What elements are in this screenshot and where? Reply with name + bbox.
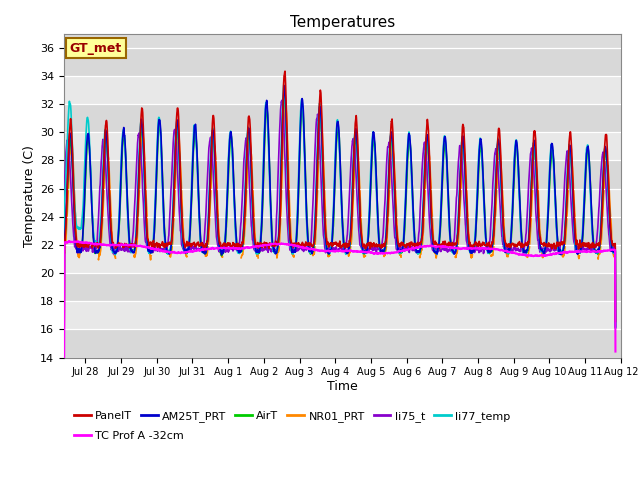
li77_temp (601, 145, 609, 151)
TC Prof A -32cm (124, 242, 131, 248)
AM25T_PRT (123, 185, 131, 191)
Bar (64, 273, 621, 301)
Text: GT_met: GT_met (70, 42, 122, 55)
AM25T_PRT (612, 324, 620, 330)
AirT (296, 161, 303, 167)
Title: Temperatures: Temperatures (290, 15, 395, 30)
Legend: TC Prof A -32cm: TC Prof A -32cm (70, 426, 188, 445)
AirT (281, 92, 289, 98)
PanelT (541, 241, 549, 247)
li75_t (601, 163, 609, 169)
Line: AM25T_PRT: AM25T_PRT (64, 86, 616, 400)
PanelT (156, 244, 163, 250)
TC Prof A -32cm (541, 252, 549, 258)
AirT (612, 325, 620, 331)
Bar (64, 329, 621, 358)
li77_temp (123, 194, 131, 200)
AirT (601, 155, 609, 160)
PanelT (612, 319, 620, 324)
li75_t (156, 247, 163, 253)
Bar (64, 48, 621, 76)
PanelT (601, 142, 609, 147)
Line: TC Prof A -32cm: TC Prof A -32cm (64, 241, 616, 398)
AM25T_PRT (601, 145, 609, 151)
li75_t (60, 371, 68, 377)
TC Prof A -32cm (612, 348, 620, 354)
li77_temp (60, 376, 68, 382)
li77_temp (541, 244, 549, 250)
Bar (64, 189, 621, 217)
X-axis label: Time: Time (327, 380, 358, 393)
AM25T_PRT (541, 245, 549, 251)
li77_temp (296, 140, 303, 145)
PanelT (60, 396, 68, 402)
AM25T_PRT (271, 251, 279, 257)
TC Prof A -32cm (60, 396, 68, 401)
AirT (60, 399, 68, 405)
Line: NR01_PRT: NR01_PRT (64, 103, 615, 404)
Bar (64, 132, 621, 160)
li75_t (271, 238, 279, 243)
Bar (64, 104, 621, 132)
Line: li77_temp: li77_temp (64, 85, 616, 379)
Bar (64, 245, 621, 273)
AirT (123, 183, 131, 189)
TC Prof A -32cm (156, 248, 164, 253)
AM25T_PRT (296, 149, 303, 155)
AM25T_PRT (280, 83, 288, 89)
AirT (156, 121, 163, 127)
AM25T_PRT (60, 397, 68, 403)
Line: AirT: AirT (64, 95, 616, 402)
li75_t (123, 247, 131, 252)
Bar (64, 301, 621, 329)
li75_t (612, 324, 620, 330)
Bar (64, 217, 621, 245)
li75_t (278, 97, 285, 103)
Line: li75_t: li75_t (64, 100, 616, 374)
AM25T_PRT (156, 118, 163, 123)
TC Prof A -32cm (272, 241, 280, 247)
TC Prof A -32cm (296, 244, 303, 250)
NR01_PRT (60, 401, 68, 407)
li77_temp (271, 249, 279, 255)
Line: PanelT: PanelT (64, 71, 616, 399)
PanelT (281, 68, 289, 74)
TC Prof A -32cm (65, 239, 73, 244)
li77_temp (156, 118, 163, 124)
NR01_PRT (601, 173, 609, 179)
AirT (271, 250, 279, 255)
li77_temp (280, 82, 287, 88)
Bar (64, 160, 621, 189)
li77_temp (612, 325, 620, 331)
li75_t (296, 246, 303, 252)
TC Prof A -32cm (601, 248, 609, 253)
li75_t (541, 250, 549, 255)
PanelT (271, 240, 279, 245)
Y-axis label: Temperature (C): Temperature (C) (23, 144, 36, 247)
Bar (64, 76, 621, 104)
PanelT (296, 244, 303, 250)
AirT (541, 246, 549, 252)
PanelT (123, 242, 131, 248)
